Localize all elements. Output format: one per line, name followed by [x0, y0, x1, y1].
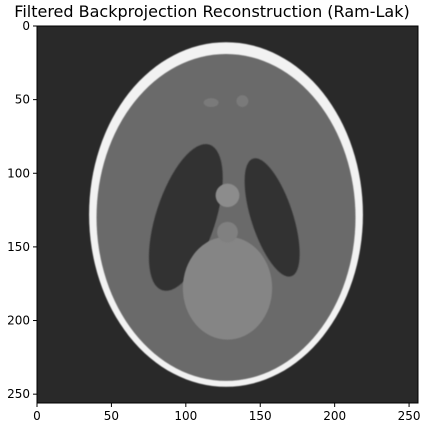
- y-tick-label: 100: [7, 166, 30, 180]
- x-tick-label: 250: [398, 409, 421, 423]
- image-area: [37, 26, 418, 403]
- x-axis: 0 50 100 150 200 250: [33, 403, 421, 423]
- region-top-spot-left: [203, 98, 219, 107]
- region-left-ventricle: [148, 144, 223, 291]
- y-axis: 0 50 100 150 200 250: [7, 19, 37, 401]
- x-tick-label: 200: [323, 409, 346, 423]
- y-tick-label: 150: [7, 240, 30, 254]
- x-tick-label: 50: [104, 409, 119, 423]
- plot-frame: [36, 25, 419, 404]
- region-top-spot-right: [236, 95, 249, 107]
- y-tick-label: 50: [15, 93, 30, 107]
- y-tick-label: 250: [7, 387, 30, 401]
- y-tick-label: 0: [22, 19, 30, 33]
- x-tick-label: 150: [249, 409, 272, 423]
- chart-title: Filtered Backprojection Reconstruction (…: [14, 2, 410, 21]
- region-right-ventricle: [244, 158, 300, 277]
- region-upper-small-blob: [215, 183, 240, 208]
- x-tick-label: 0: [33, 409, 41, 423]
- region-center-small-blob: [217, 221, 238, 243]
- x-tick-label: 100: [174, 409, 197, 423]
- region-brain-tissue: [96, 53, 356, 381]
- y-tick-label: 200: [7, 314, 30, 328]
- region-lower-central-ellipse: [182, 236, 273, 340]
